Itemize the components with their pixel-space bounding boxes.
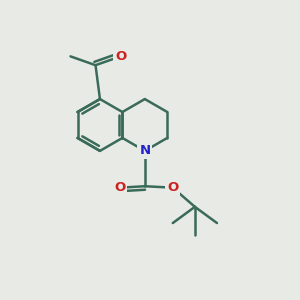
- Text: O: O: [115, 50, 126, 63]
- Text: O: O: [167, 181, 178, 194]
- Text: O: O: [114, 181, 125, 194]
- Text: N: N: [139, 144, 150, 158]
